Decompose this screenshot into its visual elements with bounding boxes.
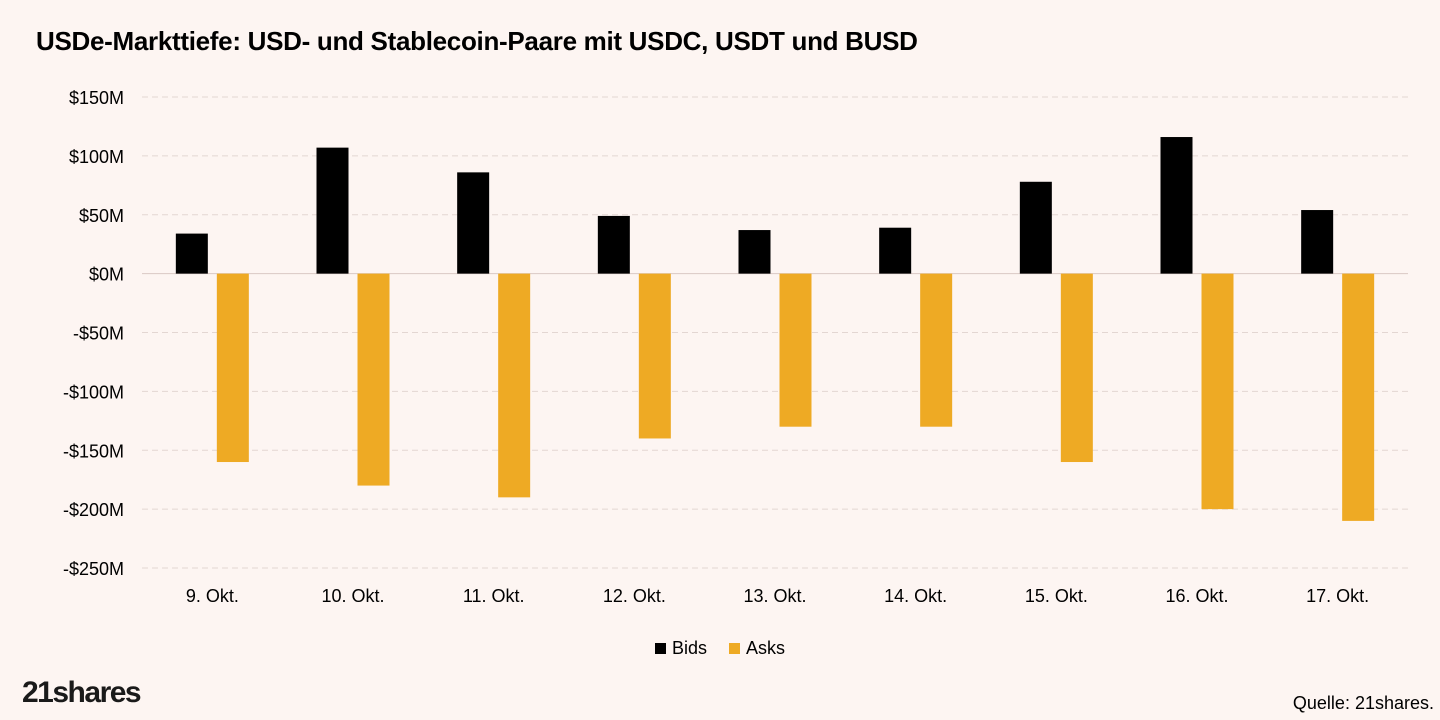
y-tick-label: -$50M xyxy=(73,324,124,344)
bar-asks xyxy=(1060,273,1093,463)
bar-bids xyxy=(316,147,349,274)
x-tick-label: 12. Okt. xyxy=(603,586,666,606)
x-axis-ticks: 9. Okt. 10. Okt. 11. Okt. 12. Okt. 13. Okt. 1… xyxy=(186,586,1369,606)
y-tick-label: $50M xyxy=(79,206,124,226)
x-tick-label: 16. Okt. xyxy=(1165,586,1228,606)
x-tick-label: 17. Okt. xyxy=(1306,586,1369,606)
chart-title: USDe-Markttiefe: USD- und Stablecoin-Paa… xyxy=(36,26,918,56)
brand-logo: 21shares xyxy=(22,676,142,709)
legend-swatch-asks xyxy=(729,643,740,654)
bar-chart: $150M $100M $50M $0M -$50M -$100M -$150M -$200M… xyxy=(63,88,1408,606)
x-tick-label: 13. Okt. xyxy=(743,586,806,606)
y-axis-ticks: $150M $100M $50M $0M -$50M -$100M -$150M -$200M… xyxy=(63,88,124,579)
x-tick-label: 15. Okt. xyxy=(1025,586,1088,606)
bar-bids xyxy=(457,172,490,274)
bars xyxy=(175,137,1375,521)
bar-asks xyxy=(1342,273,1375,521)
legend-item-bids: Bids xyxy=(654,638,707,659)
legend-item-asks: Asks xyxy=(729,638,785,659)
bar-bids xyxy=(1301,210,1334,274)
bar-asks xyxy=(779,273,812,427)
source-note: Quelle: 21shares. xyxy=(1292,693,1434,713)
y-tick-label: -$250M xyxy=(63,559,124,579)
x-tick-label: 11. Okt. xyxy=(463,586,525,606)
bar-asks xyxy=(638,273,671,439)
bar-bids xyxy=(597,215,630,274)
bar-bids xyxy=(1160,137,1193,274)
legend-label-asks: Asks xyxy=(746,638,786,658)
y-tick-label: -$200M xyxy=(63,500,124,520)
bar-asks xyxy=(216,273,249,463)
grid-lines xyxy=(142,96,1408,569)
bar-asks xyxy=(357,273,390,486)
bar-asks xyxy=(920,273,953,427)
legend-label-bids: Bids xyxy=(671,638,707,658)
y-tick-label: -$100M xyxy=(63,382,124,402)
bar-bids xyxy=(738,230,771,274)
bar-bids xyxy=(175,233,208,274)
legend-swatch-bids xyxy=(654,643,666,654)
y-tick-label: -$150M xyxy=(63,441,124,461)
x-tick-label: 10. Okt. xyxy=(321,586,384,606)
bar-asks xyxy=(498,273,531,498)
bar-asks xyxy=(1201,273,1234,510)
y-tick-label: $100M xyxy=(69,147,124,167)
y-tick-label: $150M xyxy=(69,88,124,108)
bar-bids xyxy=(1019,181,1052,274)
x-tick-label: 14. Okt. xyxy=(884,586,947,606)
y-tick-label: $0M xyxy=(89,265,124,285)
legend: Bids Asks xyxy=(0,638,1440,659)
x-tick-label: 9. Okt. xyxy=(186,586,239,606)
bar-bids xyxy=(879,227,912,274)
